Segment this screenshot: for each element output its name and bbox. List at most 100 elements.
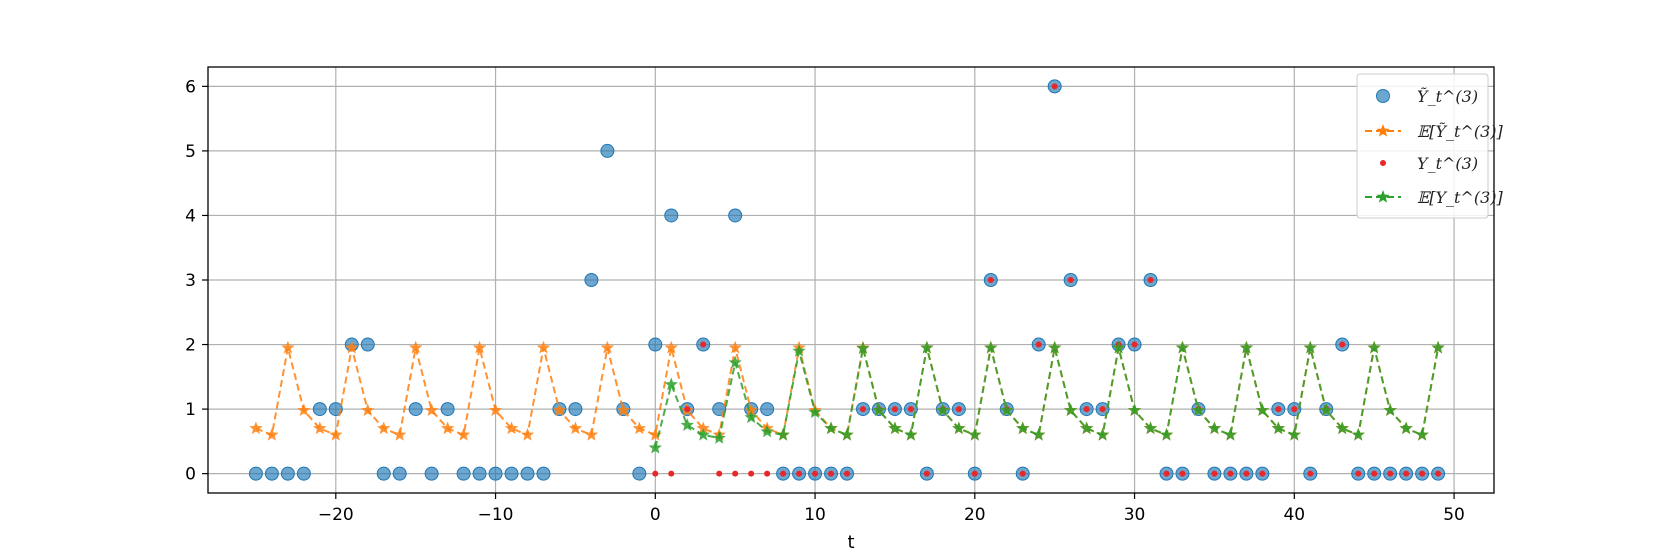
blue-circle-point [296, 466, 311, 481]
orange-star-point [393, 427, 407, 441]
green-star-point [1383, 403, 1397, 417]
blue-circle-point [408, 402, 423, 417]
red-dot-point [764, 470, 771, 477]
red-dot-point [1163, 470, 1170, 477]
green-star-point [1159, 427, 1174, 441]
x-tick-label: −20 [318, 505, 354, 525]
green-star-point [728, 355, 742, 369]
axis-ticks: −20 −10 0 10 20 30 40 50 0 1 2 3 4 5 6 [185, 77, 1465, 525]
red-dot-point [1147, 277, 1154, 283]
green-star-point [1287, 427, 1301, 441]
green-star-point [1255, 403, 1270, 417]
green-star-point [1271, 421, 1285, 435]
green-star-point [696, 427, 710, 441]
green-star-point [824, 421, 838, 435]
orange-star-point [313, 421, 327, 435]
y-tick-label: 6 [185, 77, 196, 97]
green-star-point [1064, 403, 1078, 417]
red-dot-point [716, 470, 723, 477]
red-dot-point [684, 406, 691, 413]
green-star-point [1223, 427, 1238, 441]
red-dot-point [1403, 470, 1410, 477]
legend-label-y: Y_t^(3) [1417, 154, 1478, 173]
red-dot-point [907, 406, 914, 413]
orange-star-point [488, 403, 503, 417]
x-tick-label: 30 [1124, 505, 1146, 525]
x-tick-label: 50 [1443, 505, 1465, 525]
blue-circle-point [312, 402, 327, 417]
green-star-point [1000, 403, 1014, 417]
y-tick-label: 2 [185, 336, 196, 356]
orange-star-point [600, 340, 615, 354]
x-tick-label: 20 [964, 505, 986, 525]
red-dot-point [1339, 341, 1346, 348]
legend-marker-green-star [1376, 190, 1390, 203]
orange-expectation-line [255, 347, 1440, 437]
red-dot-point [1291, 406, 1298, 413]
x-tick-label: 0 [650, 505, 661, 525]
green-star-point [1143, 421, 1158, 435]
legend-marker-red-dot [1380, 160, 1386, 166]
orange-star-point [472, 340, 487, 354]
red-dot-point [923, 470, 930, 477]
blue-circle-point [632, 466, 647, 481]
red-dot-point [828, 470, 835, 477]
red-dot-point [668, 470, 675, 477]
orange-star-point [584, 427, 599, 441]
green-star-point [792, 344, 806, 357]
blue-circle-point [424, 466, 439, 481]
blue-circle-point [664, 208, 679, 223]
green-star-point [1239, 340, 1254, 354]
red-dot-point [1371, 470, 1378, 477]
green-star-point [920, 340, 934, 354]
red-dot-point [1067, 277, 1074, 283]
red-dot-point [1307, 470, 1314, 477]
green-star-point [760, 424, 774, 438]
x-tick-label: 10 [804, 505, 826, 525]
green-star-point [1079, 421, 1094, 435]
blue-circle-point [392, 466, 407, 481]
blue-circle-point [568, 402, 583, 417]
orange-star-point [297, 403, 311, 417]
green-star-point [712, 431, 726, 444]
green-star-point [872, 403, 886, 417]
green-star-point [808, 405, 822, 418]
green-star-point [936, 403, 950, 417]
blue-circle-point [456, 466, 471, 481]
green-star-point [1111, 340, 1126, 354]
blue-circle-point [584, 273, 599, 287]
green-star-point [840, 427, 854, 441]
green-star-point [1335, 421, 1349, 435]
red-dot-point [1019, 470, 1026, 477]
legend-marker-blue-circle [1376, 89, 1390, 103]
green-star-point [888, 421, 902, 435]
blue-circle-point [504, 466, 519, 481]
x-tick-label: −10 [478, 505, 514, 525]
red-dot-point [1355, 470, 1362, 477]
red-dot-point [732, 470, 739, 477]
orange-star-point [361, 403, 375, 417]
red-dot-point [891, 406, 898, 413]
green-star-point [648, 440, 662, 454]
blue-circle-point [440, 402, 455, 417]
red-dot-point [1387, 470, 1394, 477]
green-star-point [776, 427, 790, 441]
orange-star-point [377, 421, 391, 435]
red-dot-point [1131, 341, 1138, 348]
red-dot-point [955, 406, 962, 413]
blue-circle-point [376, 466, 391, 481]
green-star-point [1016, 421, 1030, 435]
green-star-point [1207, 421, 1222, 435]
green-star-point [1399, 421, 1413, 435]
blue-circle-point [488, 466, 503, 481]
green-star-point [904, 427, 918, 441]
legend: Ỹ_t^(3) 𝔼[Ỹ_t^(3)] Y_t^(3) 𝔼[Y_t^(3)] [1356, 73, 1504, 219]
green-expectation-line [654, 347, 1440, 449]
orange-star-point [265, 427, 279, 441]
orange-star-point [456, 427, 471, 441]
blue-circle-point [248, 466, 263, 481]
blue-circle-point [264, 466, 279, 481]
y-tick-label: 3 [185, 271, 196, 291]
red-dot-point [971, 470, 978, 477]
